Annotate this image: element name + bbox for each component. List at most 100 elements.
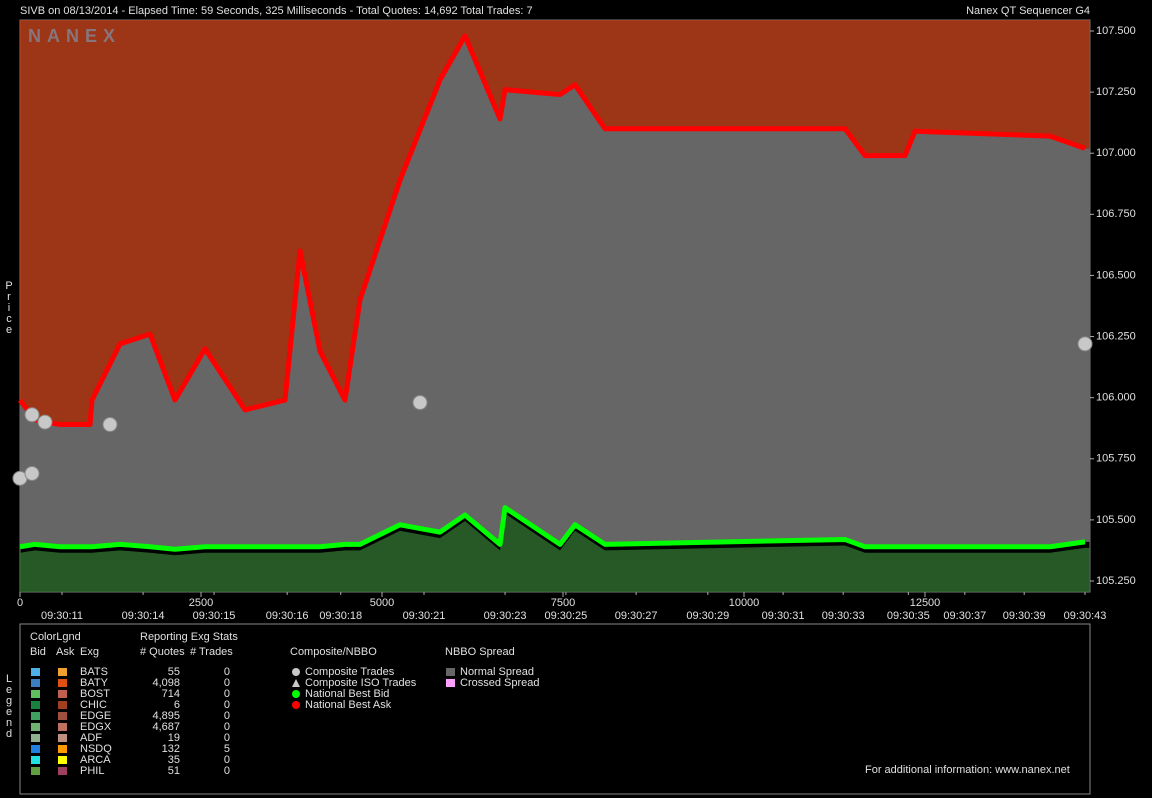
y-tick-label: 106.500: [1096, 269, 1136, 281]
footer: For additional information: www.nanex.ne…: [865, 764, 1070, 776]
legend-item: Crossed Spread: [460, 677, 540, 689]
y-tick-label: 107.000: [1096, 147, 1136, 159]
bid-swatch: [31, 679, 40, 687]
legend-panel: [19, 623, 1091, 795]
trade-count: 0: [224, 721, 230, 733]
trade-count: 0: [224, 765, 230, 777]
quote-count: 4,687: [152, 721, 180, 733]
trade-point: [102, 417, 118, 433]
trade-count: 0: [224, 677, 230, 689]
exchange: BATY: [80, 677, 109, 689]
trade-count: 0: [224, 732, 230, 744]
x-tick-label: 10000: [729, 597, 760, 609]
legend-heading: Bid: [30, 646, 46, 658]
time-tick-label: 09:30:16: [266, 610, 309, 622]
legend-heading: Composite/NBBO: [290, 646, 377, 658]
bid-swatch: [31, 690, 40, 698]
time-tick-label: 09:30:27: [615, 610, 658, 622]
y-tick-label: 106.000: [1096, 392, 1136, 404]
time-tick-label: 09:30:37: [943, 610, 986, 622]
exchange: CHIC: [80, 699, 107, 711]
legend-item: Composite ISO Trades: [305, 677, 417, 689]
bid-swatch: [31, 668, 40, 676]
header-title: SIVB on 08/13/2014 - Elapsed Time: 59 Se…: [20, 5, 533, 17]
legend-icon: [292, 701, 300, 709]
ask-swatch: [58, 734, 67, 742]
time-tick-label: 09:30:29: [686, 610, 729, 622]
time-tick-label: 09:30:39: [1003, 610, 1046, 622]
y-tick-label: 106.750: [1096, 208, 1136, 220]
legend-icon: [292, 679, 300, 687]
exchange: EDGE: [80, 710, 111, 722]
ask-quote-area: [20, 20, 1090, 425]
time-tick-label: 09:30:14: [122, 610, 165, 622]
legend-item: National Best Ask: [305, 699, 392, 711]
time-tick-label: 09:30:43: [1064, 610, 1107, 622]
x-tick-label: 5000: [370, 597, 394, 609]
trade-count: 0: [224, 688, 230, 700]
y-tick-label: 107.250: [1096, 86, 1136, 98]
bid-swatch: [31, 767, 40, 775]
y-tick-label: 106.250: [1096, 330, 1136, 342]
ask-swatch: [58, 767, 67, 775]
spread-area: [20, 35, 1090, 550]
legend-heading: Reporting Exg Stats: [140, 631, 238, 643]
y-tick-label: 105.250: [1096, 575, 1136, 587]
time-tick-label: 09:30:33: [822, 610, 865, 622]
x-tick-label: 0: [17, 597, 23, 609]
trade-point: [24, 407, 40, 423]
brand: Nanex QT Sequencer G4: [966, 5, 1090, 17]
ask-swatch: [58, 756, 67, 764]
exchange: PHIL: [80, 765, 104, 777]
quote-count: 51: [168, 765, 180, 777]
ask-swatch: [58, 690, 67, 698]
quote-count: 4,098: [152, 677, 180, 689]
x-tick-label: 12500: [910, 597, 941, 609]
trade-point: [37, 414, 53, 430]
exchange: NSDQ: [80, 743, 112, 755]
time-tick-label: 09:30:15: [193, 610, 236, 622]
legend-icon: [446, 668, 455, 676]
legend-icon: [292, 690, 300, 698]
quote-count: 55: [168, 666, 180, 678]
watermark: NANEX: [28, 26, 121, 46]
x-tick-label: 2500: [189, 597, 213, 609]
x-tick-label: 7500: [551, 597, 575, 609]
y-tick-label: 105.500: [1096, 514, 1136, 526]
time-tick-label: 09:30:31: [762, 610, 805, 622]
exchange: ADF: [80, 732, 102, 744]
nbbo-line: [19, 505, 1086, 552]
legend-item: Normal Spread: [460, 666, 534, 678]
ask-swatch: [58, 723, 67, 731]
ask-swatch: [58, 745, 67, 753]
bid-swatch: [31, 734, 40, 742]
quote-count: 19: [168, 732, 180, 744]
legend-heading: # Trades: [190, 646, 233, 658]
nbbo-line: [18, 33, 1086, 428]
exchange: ARCA: [80, 754, 111, 766]
bid-swatch: [31, 712, 40, 720]
trade-point: [1077, 336, 1093, 352]
legend-heading: Ask: [56, 646, 75, 658]
legend-icon: [292, 668, 300, 676]
bid-swatch: [31, 756, 40, 764]
trade-count: 0: [224, 754, 230, 766]
quote-count: 714: [162, 688, 180, 700]
exchange: EDGX: [80, 721, 112, 733]
time-tick-label: 09:30:25: [544, 610, 587, 622]
trade-count: 5: [224, 743, 230, 755]
y-tick-label: 107.500: [1096, 25, 1136, 37]
legend-heading: NBBO Spread: [445, 646, 515, 658]
exchange: BOST: [80, 688, 110, 700]
time-tick-label: 09:30:11: [41, 610, 83, 622]
legend-heading: ColorLgnd: [30, 631, 81, 643]
time-tick-label: 09:30:18: [319, 610, 362, 622]
quote-count: 132: [162, 743, 180, 755]
time-tick-label: 09:30:23: [484, 610, 527, 622]
ask-swatch: [58, 668, 67, 676]
legend-heading: # Quotes: [140, 646, 185, 658]
time-tick-label: 09:30:35: [887, 610, 930, 622]
